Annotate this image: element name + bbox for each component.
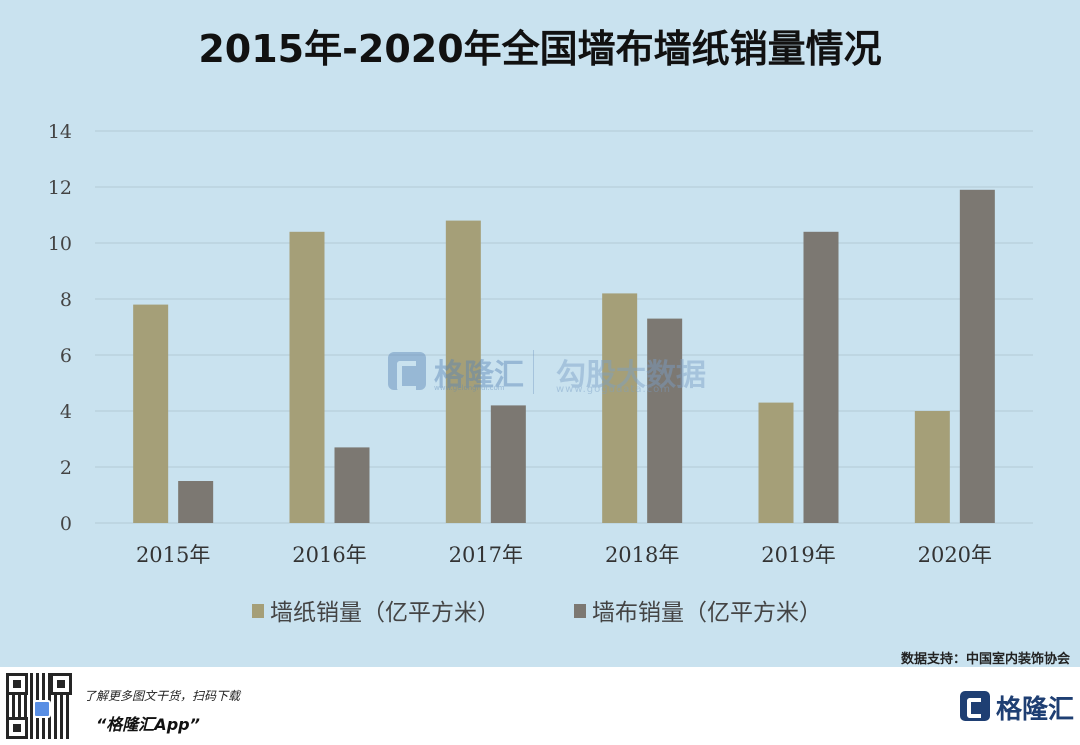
x-category-label: 2016年: [292, 543, 366, 567]
bar-wallcloth-2020年: [959, 189, 995, 524]
bar-wallcloth-2017年: [490, 405, 526, 523]
watermark-name: 格隆汇: [434, 358, 524, 393]
y-tick-label: 0: [60, 513, 72, 535]
bar-wallcloth-2016年: [334, 447, 370, 523]
watermark-divider: [533, 350, 534, 394]
gelonghui-logo-icon: [388, 352, 426, 391]
legend-label: 墙纸销量（亿平方米）: [270, 600, 500, 626]
y-tick-label: 6: [60, 345, 72, 367]
qr-code-icon[interactable]: [6, 673, 72, 739]
x-category-label: 2019年: [761, 543, 835, 567]
brand: 格隆汇: [960, 689, 1074, 725]
y-tick-label: 2: [60, 457, 72, 479]
x-category-label: 2020年: [918, 543, 992, 567]
bar-wallpaper-2015年: [133, 304, 169, 523]
y-tick-label: 8: [60, 289, 72, 311]
footer: 了解更多图文干货，扫码下载 “格隆汇App” 格隆汇: [0, 667, 1080, 745]
y-tick-label: 12: [48, 177, 72, 199]
data-source: 数据支持：中国室内装饰协会: [900, 652, 1070, 667]
brand-logo-icon: [960, 691, 990, 721]
chart-title: 2015年-2020年全国墙布墙纸销量情况: [198, 27, 882, 71]
watermark-name-2: 勾股大数据: [556, 358, 706, 393]
legend-swatch: [574, 604, 586, 618]
y-tick-label: 4: [60, 401, 72, 423]
bar-wallpaper-2018年: [602, 293, 638, 523]
bar-wallpaper-2020年: [914, 411, 950, 523]
bar-wallpaper-2016年: [289, 231, 325, 524]
legend-swatch: [252, 604, 264, 618]
y-tick-label: 14: [48, 121, 72, 143]
watermark-url-2: www.gogudata.com: [556, 384, 672, 395]
bar-wallpaper-2017年: [445, 220, 481, 523]
bar-chart: 0 2 4 6 8 10 12 14 2015年 2016年 2017年 2018年 2019年 202…: [48, 121, 1033, 626]
x-category-label: 2015年: [136, 543, 210, 567]
y-tick-label: 10: [48, 233, 72, 255]
bar-wallcloth-2019年: [803, 231, 839, 524]
footer-promo-text: 了解更多图文干货，扫码下载: [84, 689, 241, 703]
x-axis-labels: 2015年 2016年 2017年 2018年 2019年 2020年: [136, 543, 992, 567]
footer-app-name: “格隆汇App”: [96, 715, 200, 734]
x-category-label: 2018年: [605, 543, 679, 567]
brand-name: 格隆汇: [996, 695, 1075, 725]
y-axis-ticks: 0 2 4 6 8 10 12 14: [48, 121, 72, 535]
legend: 墙纸销量（亿平方米） 墙布销量（亿平方米）: [252, 600, 822, 626]
grid-lines: [95, 130, 1033, 524]
bars: [133, 189, 995, 524]
x-category-label: 2017年: [449, 543, 523, 567]
watermark: 格隆汇 www.gelonghui.com 勾股大数据 www.gogudata…: [388, 348, 708, 398]
watermark-url: www.gelonghui.com: [434, 384, 505, 392]
bar-wallcloth-2018年: [647, 318, 683, 523]
legend-label: 墙布销量（亿平方米）: [592, 600, 822, 626]
bar-wallpaper-2019年: [758, 402, 794, 523]
bar-wallcloth-2015年: [178, 481, 214, 523]
